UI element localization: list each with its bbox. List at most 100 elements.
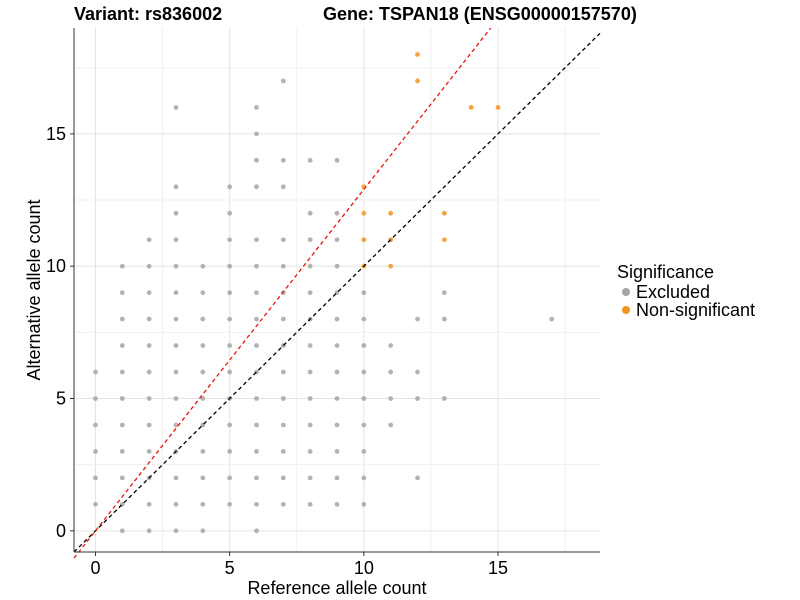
point-excluded xyxy=(280,369,286,375)
point-excluded xyxy=(200,343,206,348)
legend-title: Significance xyxy=(617,262,714,282)
point-excluded xyxy=(227,422,233,428)
legend-label: Non-significant xyxy=(636,300,755,320)
point-excluded xyxy=(361,501,367,507)
x-axis-title: Reference allele count xyxy=(247,578,426,598)
point-excluded xyxy=(93,396,98,401)
point-excluded xyxy=(254,528,259,534)
point-excluded xyxy=(361,422,367,428)
point-excluded xyxy=(93,449,98,454)
point-non-significant xyxy=(468,104,474,110)
y-axis-title: Alternative allele count xyxy=(24,199,44,380)
point-excluded xyxy=(173,210,179,216)
point-excluded xyxy=(119,475,125,481)
point-excluded xyxy=(334,263,340,269)
point-excluded xyxy=(280,422,286,428)
point-excluded xyxy=(119,369,125,375)
point-excluded xyxy=(173,237,179,243)
point-excluded xyxy=(119,263,125,269)
point-excluded xyxy=(173,263,179,269)
point-excluded xyxy=(280,475,286,481)
point-excluded xyxy=(227,475,233,481)
point-excluded xyxy=(227,501,233,507)
point-excluded xyxy=(119,449,125,454)
point-excluded xyxy=(119,290,125,296)
point-excluded xyxy=(549,316,555,322)
point-excluded xyxy=(361,475,367,481)
point-excluded xyxy=(361,316,367,322)
point-excluded xyxy=(173,528,179,534)
point-excluded xyxy=(227,316,233,322)
point-excluded xyxy=(200,369,206,375)
point-excluded xyxy=(93,422,98,428)
point-excluded xyxy=(93,369,98,375)
point-excluded xyxy=(146,528,152,534)
point-excluded xyxy=(415,475,420,481)
chart-title-gene: Gene: TSPAN18 (ENSG00000157570) xyxy=(323,4,637,24)
point-excluded xyxy=(254,131,259,137)
point-excluded xyxy=(146,501,152,507)
y-tick-label: 0 xyxy=(56,521,66,541)
point-non-significant xyxy=(361,237,367,243)
point-excluded xyxy=(173,501,179,507)
y-tick-label: 10 xyxy=(46,256,66,276)
data-points xyxy=(93,52,555,534)
point-excluded xyxy=(119,528,125,534)
point-excluded xyxy=(388,369,394,375)
point-excluded xyxy=(280,237,286,243)
point-excluded xyxy=(254,290,259,296)
point-excluded xyxy=(441,290,447,296)
x-tick-label: 10 xyxy=(354,558,374,578)
point-excluded xyxy=(334,237,340,243)
point-excluded xyxy=(119,396,125,401)
point-excluded xyxy=(415,316,420,322)
point-excluded xyxy=(200,449,206,454)
point-excluded xyxy=(280,78,286,84)
point-non-significant xyxy=(388,210,394,216)
axes xyxy=(73,28,600,553)
point-excluded xyxy=(307,237,313,243)
point-excluded xyxy=(334,210,340,216)
point-excluded xyxy=(93,475,98,481)
point-excluded xyxy=(307,263,313,269)
point-non-significant xyxy=(441,210,447,216)
point-excluded xyxy=(227,343,233,348)
point-excluded xyxy=(307,210,313,216)
point-excluded xyxy=(334,316,340,322)
point-excluded xyxy=(361,343,367,348)
point-excluded xyxy=(254,343,259,348)
point-excluded xyxy=(173,316,179,322)
point-excluded xyxy=(334,369,340,375)
point-excluded xyxy=(146,263,152,269)
point-excluded xyxy=(280,501,286,507)
point-excluded xyxy=(200,316,206,322)
point-non-significant xyxy=(361,210,367,216)
y-tick-label: 15 xyxy=(46,124,66,144)
point-excluded xyxy=(280,157,286,163)
point-excluded xyxy=(173,396,179,401)
point-excluded xyxy=(334,422,340,428)
point-excluded xyxy=(307,501,313,507)
x-tick-label: 0 xyxy=(90,558,100,578)
legend-label: Excluded xyxy=(636,282,710,302)
point-excluded xyxy=(334,157,340,163)
point-excluded xyxy=(200,263,206,269)
point-excluded xyxy=(227,449,233,454)
point-excluded xyxy=(119,316,125,322)
point-excluded xyxy=(361,290,367,296)
point-excluded xyxy=(254,263,259,269)
identity-reference-line xyxy=(73,32,601,553)
point-excluded xyxy=(119,343,125,348)
point-excluded xyxy=(334,501,340,507)
point-excluded xyxy=(280,184,286,190)
point-excluded xyxy=(146,422,152,428)
point-excluded xyxy=(173,343,179,348)
point-excluded xyxy=(254,475,259,481)
point-excluded xyxy=(334,449,340,454)
point-excluded xyxy=(227,369,233,375)
reference-lines xyxy=(73,27,601,559)
point-excluded xyxy=(173,104,179,110)
point-excluded xyxy=(307,422,313,428)
point-excluded xyxy=(93,501,98,507)
